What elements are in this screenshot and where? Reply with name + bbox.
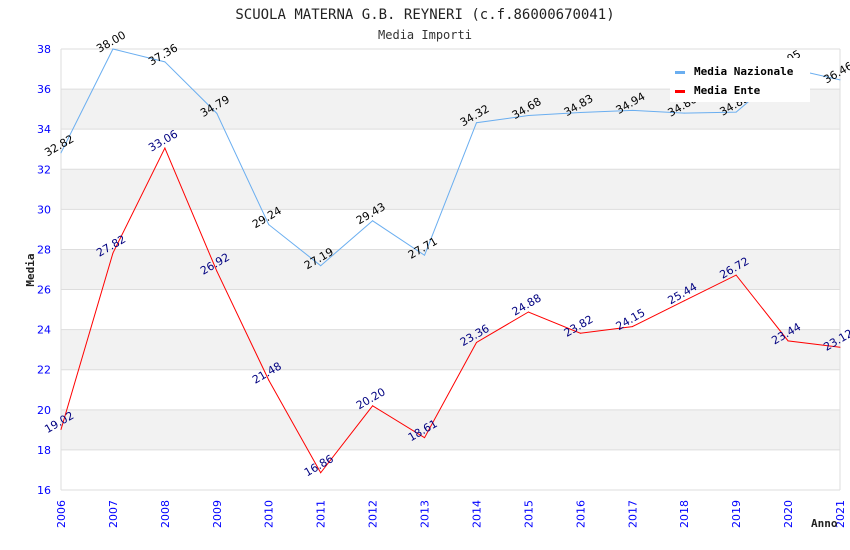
legend-swatch-nazionale — [675, 71, 685, 74]
y-tick-label: 28 — [37, 243, 51, 256]
series-line-0 — [60, 48, 841, 267]
data-point — [320, 472, 322, 474]
data-point — [787, 340, 789, 342]
legend-label-nazionale: Media Nazionale — [694, 65, 794, 78]
data-point — [164, 147, 166, 149]
y-axis-title: Media — [24, 253, 37, 286]
series-line-1 — [60, 146, 841, 474]
y-tick-label: 16 — [37, 484, 51, 497]
data-point — [112, 48, 114, 50]
chart-title: SCUOLA MATERNA G.B. REYNERI (c.f.8600067… — [235, 7, 614, 23]
y-tick-label: 30 — [37, 203, 51, 216]
x-tick-label: 2012 — [367, 500, 380, 528]
data-point — [579, 112, 581, 114]
data-point — [372, 220, 374, 222]
x-axis-title: Anno — [811, 517, 838, 530]
data-label: 36.46 — [821, 59, 850, 86]
x-tick-label: 2021 — [834, 500, 847, 528]
y-tick-label: 24 — [37, 324, 51, 337]
x-tick-label: 2013 — [419, 500, 432, 528]
data-point — [683, 112, 685, 114]
data-label: 32.82 — [42, 132, 76, 159]
data-point — [579, 332, 581, 334]
y-tick-label: 36 — [37, 83, 51, 96]
data-point — [631, 326, 633, 328]
data-point — [268, 379, 270, 381]
data-point — [424, 254, 426, 256]
x-tick-label: 2007 — [107, 500, 120, 528]
y-tick-label: 18 — [37, 444, 51, 457]
data-point — [735, 274, 737, 276]
grid-band — [61, 249, 840, 290]
x-tick-label: 2014 — [470, 500, 483, 528]
x-tick-label: 2011 — [315, 500, 328, 528]
data-point — [527, 311, 529, 313]
data-point — [839, 79, 841, 81]
x-tick-label: 2018 — [678, 500, 691, 528]
data-point — [424, 437, 426, 439]
grid-band — [61, 409, 840, 450]
legend-background — [670, 58, 810, 102]
data-point — [216, 112, 218, 114]
legend-label-ente: Media Ente — [694, 84, 761, 97]
x-tick-label: 2015 — [522, 500, 535, 528]
data-point — [475, 122, 477, 124]
x-tick-label: 2008 — [159, 500, 172, 528]
data-label: 16.86 — [302, 452, 336, 479]
y-tick-label: 32 — [37, 163, 51, 176]
data-point — [320, 265, 322, 267]
data-point — [60, 152, 62, 154]
y-tick-label: 20 — [37, 404, 51, 417]
data-point — [475, 341, 477, 343]
y-tick-label: 26 — [37, 284, 51, 297]
y-tick-label: 22 — [37, 364, 51, 377]
x-tick-label: 2020 — [782, 500, 795, 528]
x-tick-label: 2019 — [730, 500, 743, 528]
data-label: 37.36 — [146, 41, 180, 68]
y-tick-label: 38 — [37, 43, 51, 56]
grid-band — [61, 329, 840, 370]
legend: Media Nazionale Media Ente — [670, 58, 810, 102]
data-point — [527, 115, 529, 117]
legend-swatch-ente — [675, 90, 685, 93]
x-tick-label: 2006 — [55, 500, 68, 528]
y-tick-label: 34 — [37, 123, 51, 136]
data-label: 24.15 — [614, 306, 648, 333]
data-point — [839, 346, 841, 348]
data-point — [60, 428, 62, 430]
data-point — [372, 405, 374, 407]
chart-subtitle: Media Importi — [378, 28, 472, 42]
data-point — [216, 270, 218, 272]
data-point — [112, 252, 114, 254]
data-point — [164, 61, 166, 63]
data-point — [735, 111, 737, 113]
x-tick-label: 2016 — [574, 500, 587, 528]
data-label: 24.88 — [510, 291, 544, 318]
data-point — [683, 300, 685, 302]
x-tick-label: 2009 — [211, 500, 224, 528]
x-tick-label: 2010 — [263, 500, 276, 528]
data-point — [631, 109, 633, 111]
x-tick-label: 2017 — [626, 500, 639, 528]
data-point — [268, 224, 270, 226]
